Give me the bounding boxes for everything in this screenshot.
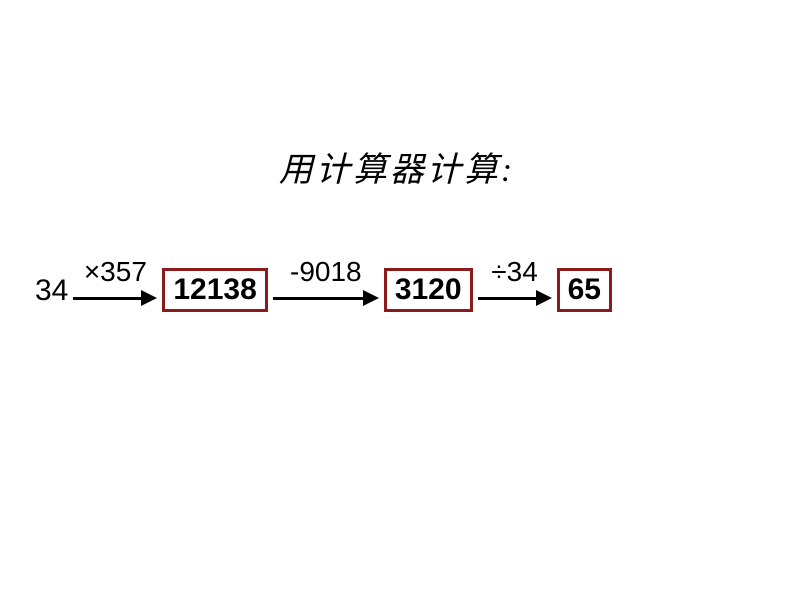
operation-label-2: -9018 — [290, 256, 362, 288]
operation-label-1: ×357 — [84, 256, 147, 288]
result-box-1: 12138 — [162, 268, 267, 312]
arrow-2 — [273, 290, 379, 306]
title-text: 用计算器计算: — [0, 142, 794, 191]
result-box-3: 65 — [557, 268, 612, 312]
start-value: 34 — [35, 274, 68, 308]
step-1: ×357 — [73, 256, 157, 306]
result-box-2: 3120 — [384, 268, 473, 312]
step-3: ÷34 — [478, 256, 552, 306]
operation-label-3: ÷34 — [491, 256, 538, 288]
step-2: -9018 — [273, 256, 379, 306]
arrow-3 — [478, 290, 552, 306]
arrow-1 — [73, 290, 157, 306]
flow-diagram: 34 ×357 12138 -9018 3120 ÷34 65 — [35, 250, 612, 312]
